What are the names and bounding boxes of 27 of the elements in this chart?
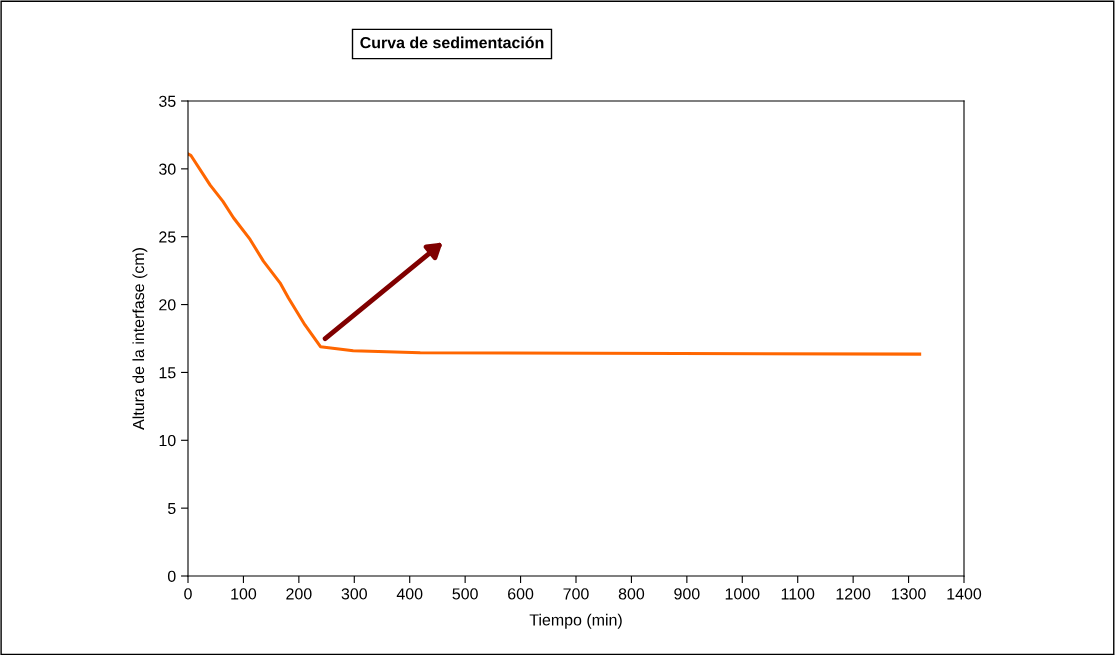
- x-tick-label: 1100: [781, 588, 815, 600]
- x-tick-label: 100: [231, 588, 257, 600]
- x-tick-label: 500: [452, 588, 478, 600]
- y-tick-label: 5: [167, 502, 176, 515]
- x-tick-label: 300: [341, 588, 367, 600]
- x-tick-label: 800: [618, 588, 645, 600]
- y-tick-label: 25: [159, 231, 176, 243]
- y-axis-title: Altura de la interfase (cm): [132, 248, 148, 430]
- x-tick-label: 200: [286, 588, 312, 600]
- y-tick-label: 20: [159, 299, 176, 311]
- x-tick-label: 600: [508, 588, 534, 600]
- chart-title: Curva de sedimentación: [360, 36, 544, 49]
- y-tick-label: 35: [159, 95, 176, 107]
- x-tick-label: 900: [674, 588, 700, 600]
- y-tick-label: 10: [159, 434, 176, 447]
- x-axis-title: Tiempo (min): [529, 613, 622, 629]
- x-tick-label: 1400: [947, 588, 982, 600]
- x-tick-label: 1200: [836, 588, 871, 600]
- y-tick-label: 30: [159, 163, 176, 175]
- x-tick-label: 700: [563, 588, 589, 600]
- x-tick-label: 0: [184, 588, 192, 600]
- x-tick-label: 1300: [892, 588, 926, 600]
- y-tick-label: 0: [167, 570, 176, 582]
- line-series: [188, 152, 922, 356]
- x-tick-label: 1000: [725, 588, 760, 600]
- x-tick-label: 400: [396, 588, 423, 600]
- y-tick-label: 15: [159, 367, 176, 379]
